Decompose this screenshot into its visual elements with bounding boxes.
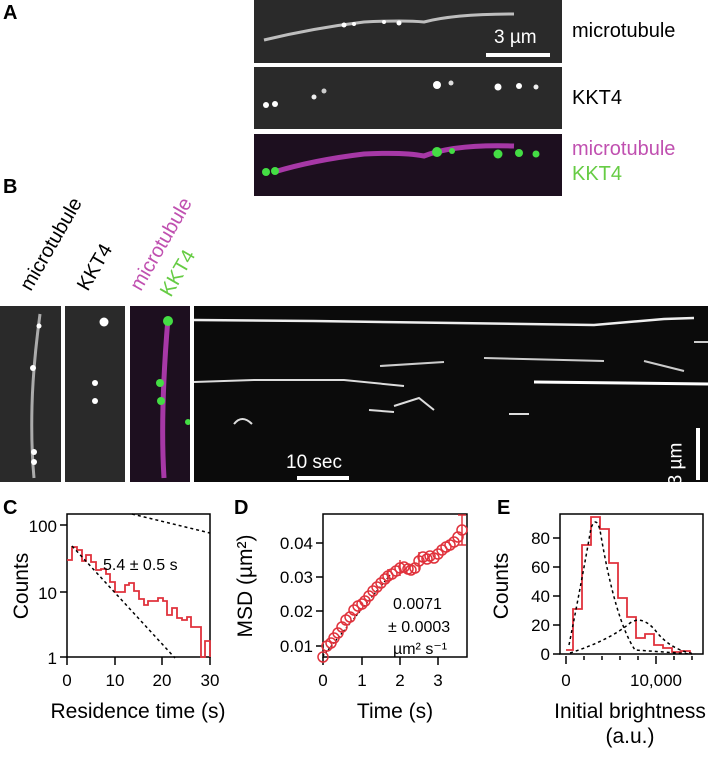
row-label-microtubule: microtubule <box>572 20 676 42</box>
y-tick-1: 1 <box>48 649 57 668</box>
vertical-spots <box>92 317 109 404</box>
svg-text:60: 60 <box>531 558 550 577</box>
svg-text:0.02: 0.02 <box>280 602 313 621</box>
fit-annotation-units: µm² s⁻¹ <box>393 641 447 658</box>
y-tick-10: 10 <box>38 584 57 603</box>
x-axis-label: Initial brightness <box>554 700 706 723</box>
y-axis-label: Counts <box>490 553 513 620</box>
panel-letter-e: E <box>497 497 511 519</box>
time-scale-bar-label: 10 sec <box>286 452 342 473</box>
y-tick-100: 100 <box>29 517 57 536</box>
x-axis-label-units: (a.u.) <box>605 725 654 748</box>
fit-annotation-error: ± 0.0003 <box>388 619 450 636</box>
residence-time-histogram: 100 10 1 0 10 20 30 Residence time (s) C… <box>10 513 226 723</box>
svg-text:80: 80 <box>531 529 550 548</box>
y-axis-label: Counts <box>10 553 33 620</box>
kkt4-spots <box>263 80 539 108</box>
column-label-kkt4: KKT4 <box>73 240 118 295</box>
svg-text:30: 30 <box>201 671 220 690</box>
svg-text:20: 20 <box>531 616 550 635</box>
scale-bar <box>486 53 550 57</box>
svg-text:0.04: 0.04 <box>280 534 313 553</box>
svg-text:0: 0 <box>561 671 570 690</box>
row-label-merge-kkt4: KKT4 <box>572 163 623 185</box>
microtubule-image: 3 µm <box>254 0 562 63</box>
panel-letter-b: B <box>3 176 18 198</box>
row-label-merge-microtubule: microtubule <box>572 138 676 160</box>
svg-text:0: 0 <box>318 671 327 690</box>
y-axis-label: MSD (µm²) <box>234 534 257 637</box>
vertical-filament <box>30 313 42 479</box>
svg-text:0: 0 <box>62 671 71 690</box>
svg-text:0: 0 <box>541 645 550 664</box>
gaussian-fit-2 <box>569 619 696 655</box>
merge-overlay <box>262 143 540 176</box>
exponential-fit <box>71 545 176 659</box>
kkt4-vertical-image <box>65 306 125 482</box>
space-scale-bar-label: 3 µm <box>665 442 687 482</box>
gaussian-fit-1 <box>568 521 693 655</box>
fit-annotation: 5.4 ± 0.5 s <box>103 557 178 574</box>
msd-plot: 0.04 0.03 0.02 0.01 0 1 2 3 Time (s) MSD… <box>234 513 468 723</box>
kymograph: 10 sec 3 µm <box>194 306 708 482</box>
fit-annotation-value: 0.0071 <box>393 596 442 613</box>
row-label-kkt4: KKT4 <box>572 87 623 109</box>
msd-datapoints <box>317 514 468 663</box>
x-axis-label: Residence time (s) <box>50 700 225 723</box>
microtubule-filament <box>263 12 515 42</box>
svg-text:1: 1 <box>357 671 366 690</box>
svg-text:2: 2 <box>395 671 404 690</box>
svg-text:10,000: 10,000 <box>630 671 682 690</box>
svg-text:40: 40 <box>531 587 550 606</box>
histogram-series <box>67 546 211 658</box>
panel-letter-a: A <box>3 2 18 24</box>
panel-letter-c: C <box>3 497 18 519</box>
scale-bar-label: 3 µm <box>494 27 537 48</box>
brightness-histogram: 80 60 40 20 0 0 10,000 Initial brightnes… <box>490 513 706 748</box>
kkt4-image <box>254 67 562 129</box>
histogram-series <box>566 516 691 654</box>
microtubule-vertical-image <box>0 306 61 482</box>
svg-text:20: 20 <box>153 671 172 690</box>
merge-vertical-image <box>130 306 190 482</box>
fit-upper-line <box>131 513 211 534</box>
time-scale-bar <box>297 476 349 480</box>
kymograph-traces <box>194 316 708 425</box>
svg-text:10: 10 <box>106 671 125 690</box>
svg-text:0.03: 0.03 <box>280 568 313 587</box>
svg-text:0.01: 0.01 <box>280 637 313 656</box>
space-scale-bar <box>696 428 700 480</box>
panel-letter-d: D <box>234 497 249 519</box>
merge-image <box>254 134 562 196</box>
vertical-merge-overlay <box>156 316 190 479</box>
svg-text:3: 3 <box>433 671 442 690</box>
x-axis-label: Time (s) <box>357 700 433 723</box>
